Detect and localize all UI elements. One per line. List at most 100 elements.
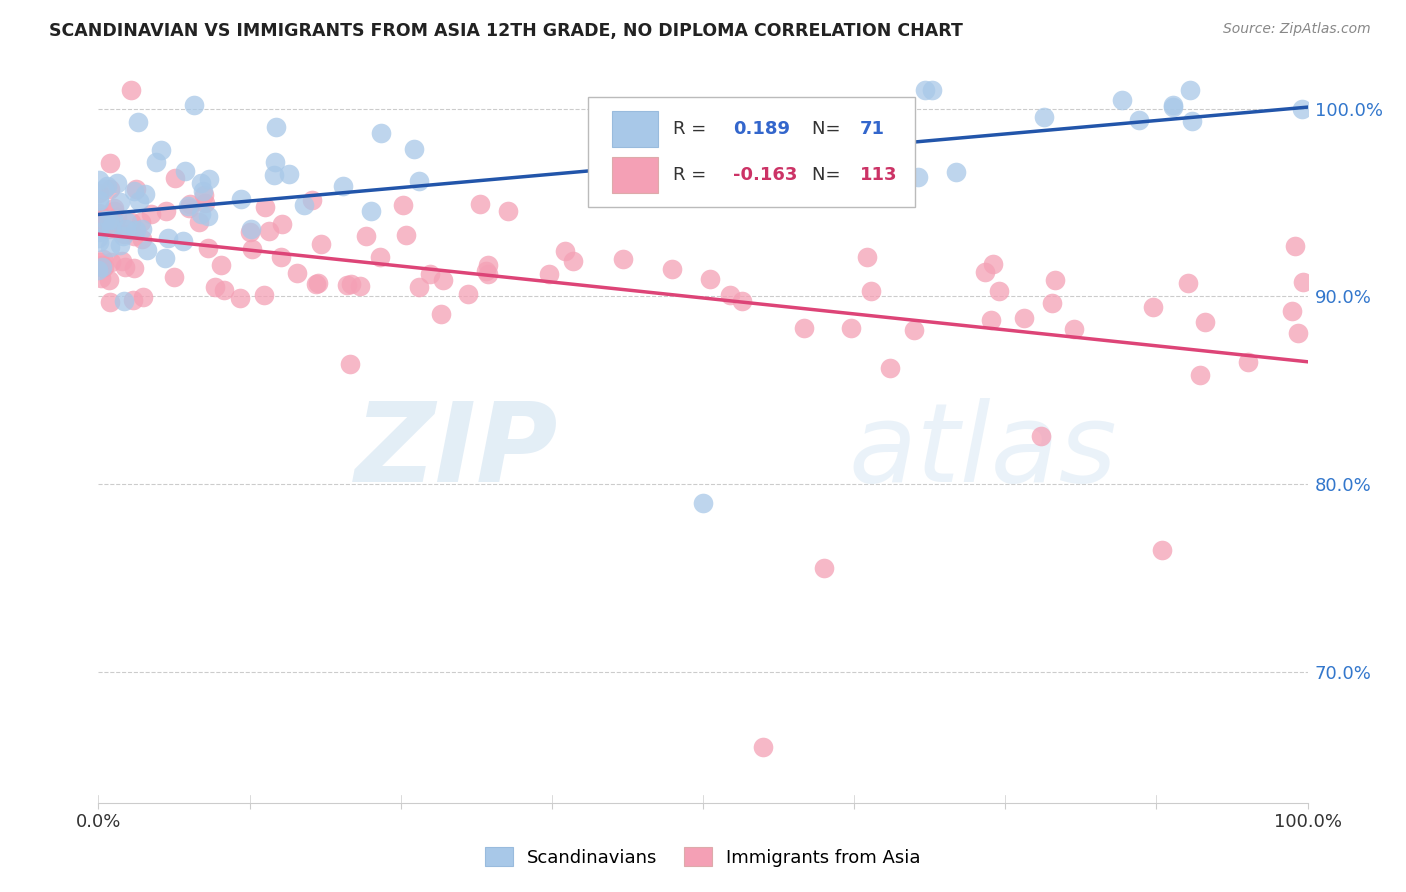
Point <box>125 182 148 196</box>
Point <box>339 357 361 371</box>
Point <box>190 177 212 191</box>
Point <box>332 178 354 193</box>
Point <box>349 279 371 293</box>
Point <box>209 259 232 273</box>
Point <box>93 182 115 196</box>
Point <box>1194 315 1216 329</box>
Point <box>370 126 392 140</box>
Point <box>91 213 114 227</box>
Point <box>98 213 121 227</box>
Point <box>183 98 205 112</box>
Point <box>97 222 120 236</box>
Point <box>395 228 418 243</box>
Point <box>1161 98 1184 112</box>
Point <box>131 222 153 236</box>
Point <box>1291 102 1313 116</box>
Point <box>752 739 775 754</box>
FancyBboxPatch shape <box>588 97 915 207</box>
Text: R =: R = <box>672 120 711 137</box>
Point <box>121 293 143 308</box>
Point <box>122 260 145 275</box>
Point <box>1286 326 1309 340</box>
Point <box>98 156 121 170</box>
Point <box>87 262 110 277</box>
Point <box>903 323 925 337</box>
Point <box>1284 238 1306 252</box>
Point <box>87 225 110 239</box>
Point <box>172 234 194 248</box>
FancyBboxPatch shape <box>613 111 658 146</box>
Point <box>149 143 172 157</box>
Point <box>89 255 111 269</box>
Point <box>89 235 111 250</box>
Point <box>1291 276 1313 290</box>
Point <box>1063 322 1085 336</box>
Point <box>692 496 714 510</box>
Point <box>661 261 683 276</box>
Text: 0.189: 0.189 <box>734 120 790 137</box>
Point <box>134 186 156 201</box>
Point <box>157 231 180 245</box>
Point <box>253 287 276 301</box>
Point <box>1142 300 1164 314</box>
Point <box>340 277 363 292</box>
Point <box>129 215 152 229</box>
Point <box>110 194 132 209</box>
Point <box>304 277 326 291</box>
Point <box>179 197 201 211</box>
Point <box>90 260 112 274</box>
Point <box>1281 303 1303 318</box>
Point <box>190 206 212 220</box>
Text: R =: R = <box>672 166 711 184</box>
Point <box>191 184 214 198</box>
Point <box>477 267 499 281</box>
Point <box>87 210 110 224</box>
Point <box>813 561 835 575</box>
Point <box>91 252 114 267</box>
Point <box>114 260 136 275</box>
Point <box>94 213 117 227</box>
Point <box>612 252 634 266</box>
Text: -0.163: -0.163 <box>734 166 797 184</box>
Point <box>122 184 145 198</box>
Point <box>238 225 260 239</box>
Text: SCANDINAVIAN VS IMMIGRANTS FROM ASIA 12TH GRADE, NO DIPLOMA CORRELATION CHART: SCANDINAVIAN VS IMMIGRANTS FROM ASIA 12T… <box>49 22 963 40</box>
Point <box>91 258 114 272</box>
Point <box>368 251 391 265</box>
Point <box>945 165 967 179</box>
Point <box>120 214 142 228</box>
Point <box>292 198 315 212</box>
Point <box>392 198 415 212</box>
Point <box>253 200 276 214</box>
Point <box>100 255 122 269</box>
Point <box>139 207 162 221</box>
Point <box>163 269 186 284</box>
Point <box>87 193 110 207</box>
Point <box>477 259 499 273</box>
Point <box>91 260 114 275</box>
Point <box>921 83 943 97</box>
Point <box>263 168 285 182</box>
Point <box>100 220 122 235</box>
Point <box>98 294 121 309</box>
Text: Source: ZipAtlas.com: Source: ZipAtlas.com <box>1223 22 1371 37</box>
Text: 113: 113 <box>860 166 897 184</box>
Point <box>229 291 252 305</box>
Point <box>197 241 219 255</box>
Point <box>884 145 907 159</box>
Point <box>758 123 780 137</box>
FancyBboxPatch shape <box>613 157 658 193</box>
Point <box>408 174 430 188</box>
Point <box>214 284 236 298</box>
Point <box>457 286 479 301</box>
Legend: Scandinavians, Immigrants from Asia: Scandinavians, Immigrants from Asia <box>478 840 928 874</box>
Point <box>264 120 287 134</box>
Text: N=: N= <box>811 120 846 137</box>
Point <box>311 236 333 251</box>
Point <box>988 284 1011 298</box>
Point <box>198 172 221 186</box>
Point <box>981 257 1004 271</box>
Point <box>879 360 901 375</box>
Point <box>112 294 135 309</box>
Point <box>1012 311 1035 326</box>
